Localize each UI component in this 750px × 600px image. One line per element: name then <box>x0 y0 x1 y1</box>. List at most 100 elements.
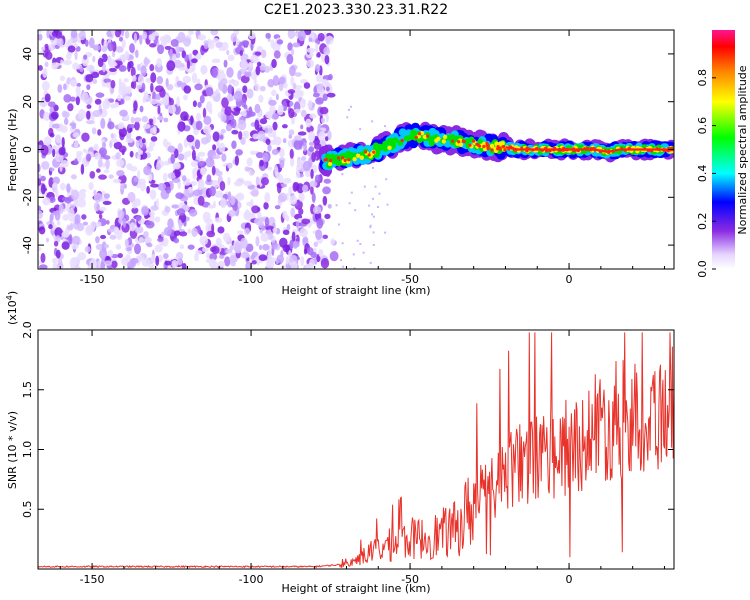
noise-blob <box>310 168 314 180</box>
noise-speck <box>359 243 362 246</box>
noise-blob <box>76 150 83 157</box>
noise-blob <box>296 183 305 194</box>
noise-blob <box>254 103 261 114</box>
noise-blob <box>42 48 49 58</box>
noise-blob <box>129 43 135 54</box>
noise-blob <box>152 31 159 37</box>
noise-blob <box>188 208 198 217</box>
noise-blob <box>325 37 331 45</box>
noise-blob <box>38 33 43 41</box>
noise-blob <box>219 180 226 191</box>
noise-blob <box>254 119 260 131</box>
noise-blob <box>259 85 266 92</box>
noise-blob <box>242 110 247 118</box>
noise-blob <box>324 213 331 220</box>
noise-blob <box>220 113 227 123</box>
noise-blob <box>119 109 128 117</box>
noise-blob <box>209 186 216 197</box>
noise-blob <box>308 141 315 146</box>
noise-blob <box>229 95 234 102</box>
noise-blob <box>254 51 262 56</box>
noise-blob <box>149 141 156 148</box>
noise-blob <box>162 253 169 259</box>
spectrogram-x-tick-label: -50 <box>401 273 419 286</box>
noise-blob <box>291 261 298 269</box>
noise-blob <box>139 181 147 192</box>
noise-blob <box>40 183 46 195</box>
noise-blob <box>94 98 102 105</box>
noise-blob <box>40 175 46 182</box>
noise-blob <box>125 137 134 143</box>
noise-blob <box>39 223 45 228</box>
noise-blob <box>43 111 51 122</box>
noise-blob <box>72 132 80 138</box>
noise-blob <box>167 218 174 230</box>
noise-blob <box>133 32 138 44</box>
noise-blob <box>86 104 92 109</box>
noise-blob <box>271 58 277 69</box>
spectrogram-y-label: Frequency (Hz) <box>6 109 19 192</box>
noise-blob <box>38 163 41 173</box>
noise-blob <box>145 220 155 229</box>
noise-blob <box>301 218 311 225</box>
noise-blob <box>211 67 218 78</box>
noise-blob <box>127 191 136 203</box>
signal-blob <box>490 148 494 152</box>
noise-blob <box>178 219 182 230</box>
noise-blob <box>38 246 42 252</box>
noise-blob <box>298 208 304 215</box>
noise-blob <box>93 192 103 203</box>
noise-blob <box>61 137 65 148</box>
noise-blob <box>129 150 134 158</box>
noise-blob <box>234 155 240 166</box>
noise-blob <box>194 250 203 255</box>
signal-blob <box>327 161 333 167</box>
noise-blob <box>286 53 294 65</box>
noise-blob <box>286 224 291 231</box>
noise-blob <box>197 179 203 191</box>
noise-blob <box>229 244 234 251</box>
noise-blob <box>255 65 261 76</box>
noise-blob <box>256 45 264 53</box>
noise-blob <box>143 231 149 239</box>
noise-blob <box>231 140 237 150</box>
noise-blob <box>51 62 60 68</box>
noise-blob <box>209 252 218 261</box>
noise-blob <box>174 169 181 178</box>
noise-blob <box>231 129 239 135</box>
noise-blob <box>197 151 206 157</box>
noise-blob <box>240 75 250 84</box>
noise-blob <box>58 146 66 156</box>
signal-blob <box>457 140 461 144</box>
noise-blob <box>101 162 106 168</box>
noise-blob <box>227 162 233 169</box>
noise-blob <box>311 152 316 163</box>
noise-blob <box>139 34 143 45</box>
noise-blob <box>52 182 58 189</box>
noise-blob <box>143 91 149 100</box>
noise-blob <box>201 137 209 145</box>
noise-blob <box>211 223 215 234</box>
noise-blob <box>143 56 149 68</box>
noise-blob <box>320 117 326 124</box>
noise-blob <box>71 243 79 250</box>
noise-blob <box>52 176 61 185</box>
noise-blob <box>126 247 133 252</box>
noise-blob <box>77 252 87 261</box>
noise-blob <box>134 121 140 131</box>
noise-blob <box>115 45 124 53</box>
noise-blob <box>197 34 207 41</box>
colorbar-gradient <box>712 30 735 269</box>
noise-blob <box>224 256 231 267</box>
signal-blob <box>462 139 466 144</box>
noise-blob <box>282 229 290 236</box>
noise-blob <box>38 226 46 235</box>
spectrogram-x-ticks: -150 -100 -50 0 <box>59 30 665 286</box>
noise-blob <box>128 60 134 69</box>
noise-blob <box>51 30 59 37</box>
noise-blob <box>243 130 250 139</box>
noise-blob <box>211 58 221 64</box>
noise-blob <box>272 75 280 87</box>
noise-speck <box>350 191 353 194</box>
noise-blob <box>112 178 122 184</box>
